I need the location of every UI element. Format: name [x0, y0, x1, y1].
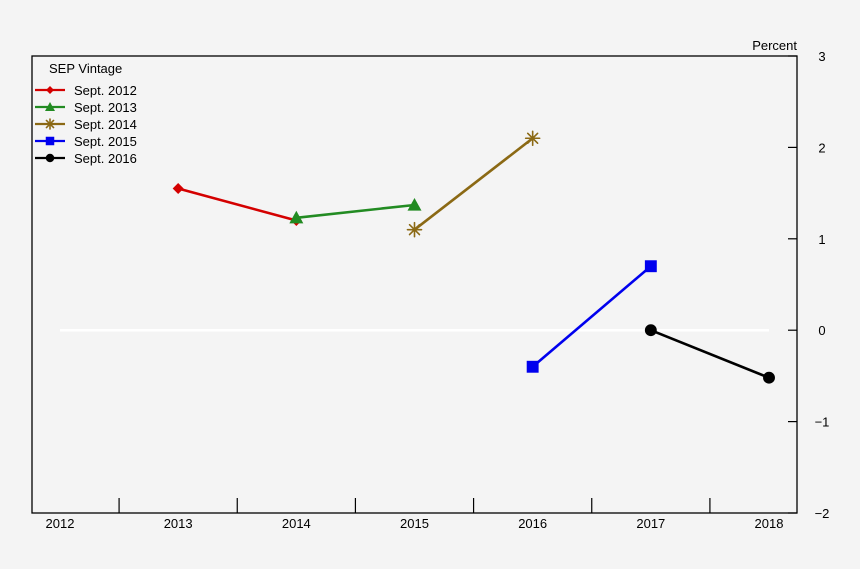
y-tick-label: −2: [815, 506, 830, 521]
series-line-1: [177, 187, 297, 222]
x-tick-label: 2015: [400, 516, 429, 531]
legend-title: SEP Vintage: [49, 61, 122, 76]
plot-frame: [31, 55, 798, 514]
x-tick-label: 2017: [636, 516, 665, 531]
x-tick-label: 2012: [46, 516, 75, 531]
legend-label-1: Sept. 2012: [74, 83, 137, 98]
series-5-point: [644, 324, 657, 337]
legend-label-2: Sept. 2013: [74, 100, 137, 115]
x-tick-label: 2016: [518, 516, 547, 531]
series-4-point: [644, 260, 657, 273]
series-4-point: [526, 360, 539, 373]
legend-marker-2: [45, 102, 55, 111]
series-3-point: [406, 221, 423, 238]
series-line-2: [296, 203, 415, 220]
x-tick-label: 2014: [282, 516, 311, 531]
legend-marker-3-stroke: [45, 119, 55, 129]
y-tick-label: 1: [818, 232, 825, 247]
series-1-point: [172, 183, 184, 195]
legend-label-4: Sept. 2015: [74, 134, 137, 149]
legend-marker-5: [45, 153, 55, 163]
legend-marker-3: [44, 118, 56, 130]
legend-marker-4: [45, 136, 55, 146]
series-2-point: [407, 197, 422, 211]
series-line-4: [531, 265, 652, 368]
y-axis-label: Percent: [752, 38, 797, 53]
y-tick-label: −1: [815, 415, 830, 430]
series-3-point-stroke: [408, 223, 421, 236]
legend-marker-1: [46, 86, 54, 94]
series-3-point-stroke: [526, 132, 539, 145]
x-tick-label: 2018: [755, 516, 784, 531]
legend-label-5: Sept. 2016: [74, 151, 137, 166]
series-2-point: [289, 210, 304, 224]
y-tick-label: 3: [818, 49, 825, 64]
y-tick-label: 0: [818, 323, 825, 338]
series-3-point: [524, 130, 541, 147]
series-line-5: [650, 328, 770, 379]
x-tick-label: 2013: [164, 516, 193, 531]
series-5-point: [763, 371, 775, 384]
y-tick-label: 2: [818, 140, 825, 155]
legend-label-3: Sept. 2014: [74, 117, 137, 132]
series-line-3: [413, 137, 534, 231]
